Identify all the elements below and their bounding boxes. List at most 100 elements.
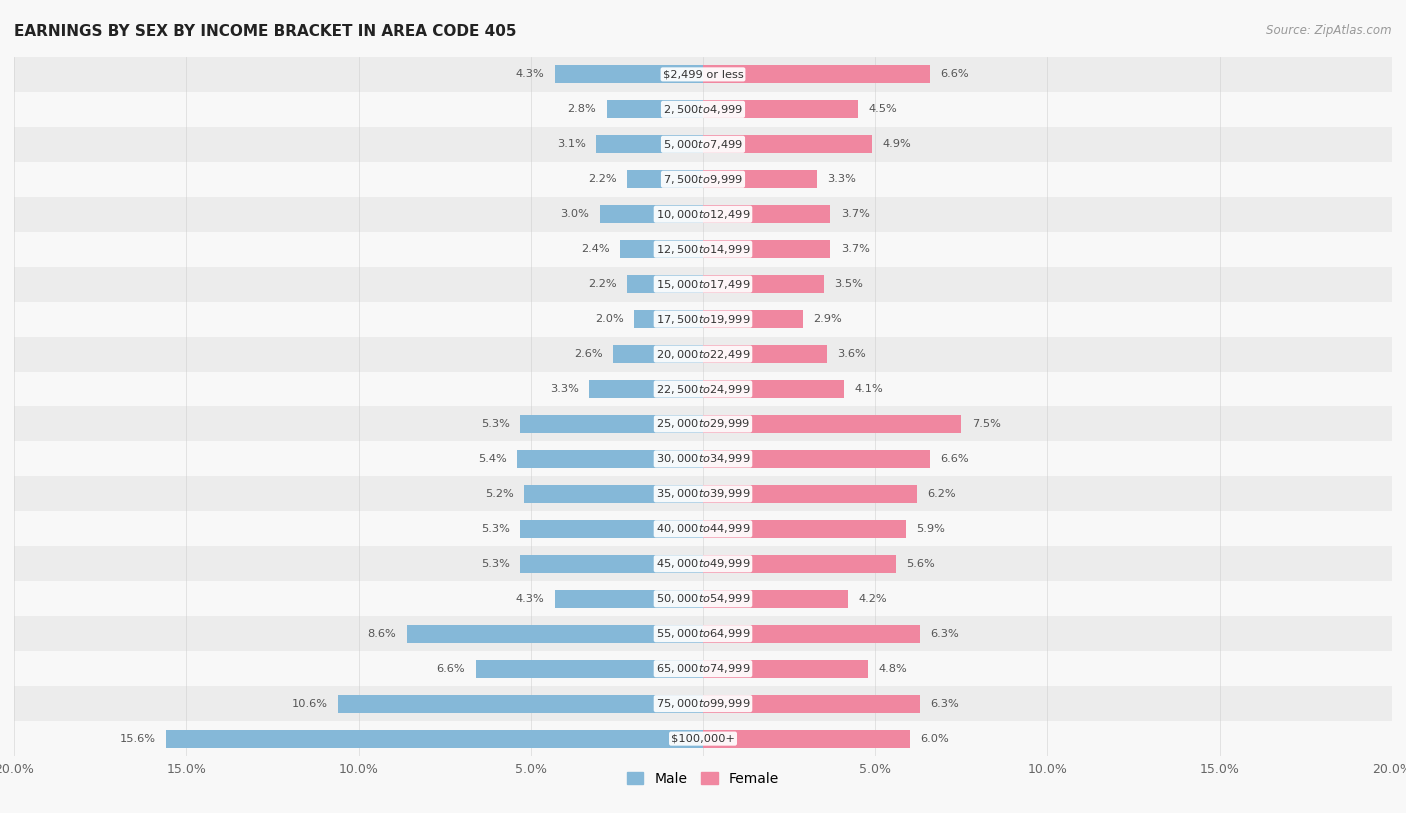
Text: 4.5%: 4.5%	[869, 104, 897, 115]
Bar	[703, 275, 824, 293]
Bar	[14, 92, 1392, 127]
Text: 4.3%: 4.3%	[516, 69, 544, 80]
Bar	[166, 729, 703, 748]
Bar	[703, 485, 917, 503]
Bar	[703, 589, 848, 608]
Text: 2.2%: 2.2%	[588, 174, 617, 185]
Bar	[406, 624, 703, 643]
Bar	[703, 624, 920, 643]
Text: $2,499 or less: $2,499 or less	[662, 69, 744, 80]
Text: $100,000+: $100,000+	[671, 733, 735, 744]
Text: 5.9%: 5.9%	[917, 524, 945, 534]
Text: 5.3%: 5.3%	[481, 559, 510, 569]
Text: 3.3%: 3.3%	[827, 174, 856, 185]
Legend: Male, Female: Male, Female	[621, 766, 785, 791]
Bar	[606, 100, 703, 119]
Text: $5,000 to $7,499: $5,000 to $7,499	[664, 138, 742, 150]
Text: 5.6%: 5.6%	[907, 559, 935, 569]
Text: 5.4%: 5.4%	[478, 454, 506, 464]
Bar	[14, 232, 1392, 267]
Bar	[14, 372, 1392, 406]
Text: 4.3%: 4.3%	[516, 593, 544, 604]
Text: Source: ZipAtlas.com: Source: ZipAtlas.com	[1267, 24, 1392, 37]
Text: 7.5%: 7.5%	[972, 419, 1001, 429]
Text: $35,000 to $39,999: $35,000 to $39,999	[655, 488, 751, 500]
Bar	[14, 197, 1392, 232]
Bar	[596, 135, 703, 154]
Bar	[14, 267, 1392, 302]
Text: 2.6%: 2.6%	[575, 349, 603, 359]
Bar	[14, 616, 1392, 651]
Bar	[14, 441, 1392, 476]
Text: 4.2%: 4.2%	[858, 593, 887, 604]
Bar	[524, 485, 703, 503]
Bar	[14, 721, 1392, 756]
Text: $15,000 to $17,499: $15,000 to $17,499	[655, 278, 751, 290]
Bar	[613, 345, 703, 363]
Text: 6.0%: 6.0%	[920, 733, 949, 744]
Bar	[703, 100, 858, 119]
Text: 6.6%: 6.6%	[437, 663, 465, 674]
Text: 6.3%: 6.3%	[931, 698, 959, 709]
Text: 3.5%: 3.5%	[834, 279, 863, 289]
Bar	[14, 581, 1392, 616]
Text: 5.2%: 5.2%	[485, 489, 513, 499]
Bar	[14, 476, 1392, 511]
Bar	[703, 450, 931, 468]
Bar	[703, 310, 803, 328]
Text: $65,000 to $74,999: $65,000 to $74,999	[655, 663, 751, 675]
Text: $12,500 to $14,999: $12,500 to $14,999	[655, 243, 751, 255]
Text: 2.9%: 2.9%	[813, 314, 842, 324]
Text: $30,000 to $34,999: $30,000 to $34,999	[655, 453, 751, 465]
Text: 3.0%: 3.0%	[561, 209, 589, 220]
Bar	[703, 659, 869, 678]
Text: $10,000 to $12,499: $10,000 to $12,499	[655, 208, 751, 220]
Bar	[517, 450, 703, 468]
Bar	[703, 380, 844, 398]
Text: 6.2%: 6.2%	[927, 489, 956, 499]
Bar	[703, 205, 831, 224]
Text: 3.3%: 3.3%	[550, 384, 579, 394]
Text: 4.1%: 4.1%	[855, 384, 883, 394]
Text: 3.7%: 3.7%	[841, 244, 870, 254]
Bar	[14, 127, 1392, 162]
Bar	[703, 170, 817, 189]
Text: 15.6%: 15.6%	[120, 733, 155, 744]
Bar	[634, 310, 703, 328]
Text: 3.1%: 3.1%	[557, 139, 586, 150]
Bar	[14, 406, 1392, 441]
Bar	[703, 694, 920, 713]
Bar	[589, 380, 703, 398]
Text: EARNINGS BY SEX BY INCOME BRACKET IN AREA CODE 405: EARNINGS BY SEX BY INCOME BRACKET IN ARE…	[14, 24, 516, 39]
Text: $22,500 to $24,999: $22,500 to $24,999	[655, 383, 751, 395]
Text: 5.3%: 5.3%	[481, 419, 510, 429]
Bar	[703, 554, 896, 573]
Bar	[475, 659, 703, 678]
Text: 3.6%: 3.6%	[838, 349, 866, 359]
Bar	[14, 302, 1392, 337]
Bar	[520, 415, 703, 433]
Bar	[627, 170, 703, 189]
Text: 6.3%: 6.3%	[931, 628, 959, 639]
Bar	[520, 520, 703, 538]
Text: 2.4%: 2.4%	[581, 244, 610, 254]
Bar	[14, 511, 1392, 546]
Text: 6.6%: 6.6%	[941, 454, 969, 464]
Bar	[14, 162, 1392, 197]
Bar	[703, 520, 907, 538]
Text: $75,000 to $99,999: $75,000 to $99,999	[655, 698, 751, 710]
Bar	[520, 554, 703, 573]
Bar	[14, 57, 1392, 92]
Bar	[14, 546, 1392, 581]
Text: $25,000 to $29,999: $25,000 to $29,999	[655, 418, 751, 430]
Bar	[627, 275, 703, 293]
Text: 2.0%: 2.0%	[595, 314, 624, 324]
Bar	[14, 686, 1392, 721]
Bar	[14, 337, 1392, 372]
Text: $7,500 to $9,999: $7,500 to $9,999	[664, 173, 742, 185]
Text: 2.2%: 2.2%	[588, 279, 617, 289]
Text: $45,000 to $49,999: $45,000 to $49,999	[655, 558, 751, 570]
Text: $55,000 to $64,999: $55,000 to $64,999	[655, 628, 751, 640]
Text: $2,500 to $4,999: $2,500 to $4,999	[664, 103, 742, 115]
Text: 2.8%: 2.8%	[568, 104, 596, 115]
